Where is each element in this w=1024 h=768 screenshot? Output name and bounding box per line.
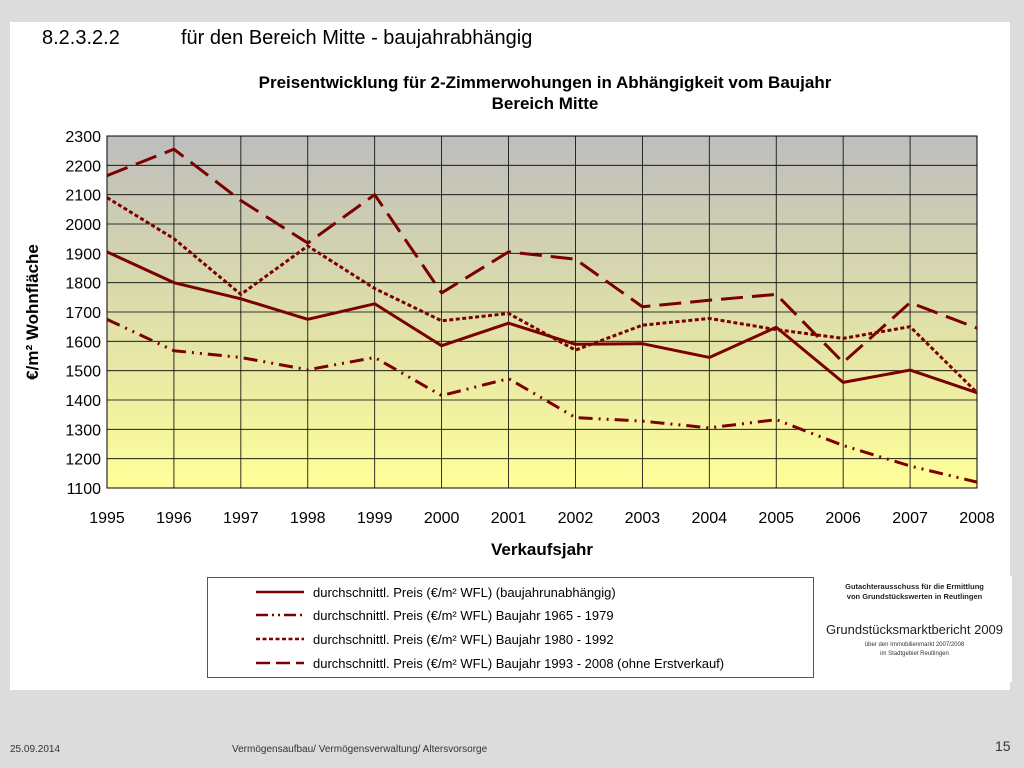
y-tick-label: 2100 <box>65 188 101 205</box>
chart-subtitle: Bereich Mitte <box>491 94 599 113</box>
x-tick-label: 1999 <box>357 510 393 527</box>
footer-text: Vermögensaufbau/ Vermögensverwaltung/ Al… <box>232 744 488 755</box>
y-tick-labels: 1100 1200 1300 1400 1500 1600 1700 1800 1900 2000… <box>65 129 101 498</box>
legend-swatch-longdash <box>256 661 304 665</box>
section-number: 8.2.3.2.2 <box>42 27 120 49</box>
section-title: für den Bereich Mitte - baujahrabhängig <box>181 27 533 49</box>
legend-label: durchschnittl. Preis (€/m² WFL) Baujahr … <box>313 608 614 623</box>
x-tick-label: 2007 <box>892 510 928 527</box>
series-line-3 <box>106 196 979 394</box>
legend-label: durchschnittl. Preis (€/m² WFL) (baujahr… <box>313 585 616 600</box>
x-tick-label: 1996 <box>156 510 192 527</box>
line-chart: 1100 1200 1300 1400 1500 1600 1700 1800 1900 2000… <box>23 129 995 559</box>
x-tick-label: 2001 <box>491 510 527 527</box>
x-tick-label: 2000 <box>424 510 460 527</box>
legend-swatch-dashdotdot <box>256 613 304 617</box>
y-tick-label: 1800 <box>65 276 101 293</box>
y-tick-label: 1600 <box>65 334 101 351</box>
legend-item-1980-1992: durchschnittl. Preis (€/m² WFL) Baujahr … <box>208 629 808 651</box>
y-tick-label: 1200 <box>65 452 101 469</box>
y-tick-label: 1900 <box>65 246 101 263</box>
logo-report-title: Grundstücksmarktbericht 2009 <box>825 622 1004 637</box>
page-number: 15 <box>995 738 1011 754</box>
legend-label: durchschnittl. Preis (€/m² WFL) Baujahr … <box>313 656 725 671</box>
legend-item-1965-1979: durchschnittl. Preis (€/m² WFL) Baujahr … <box>208 605 808 627</box>
chart-title: Preisentwicklung für 2-Zimmerwohungen in… <box>258 73 832 92</box>
logo-subtitle: über den Immobilienmarkt 2007/2008 im St… <box>864 642 965 657</box>
series-line-2 <box>106 317 978 484</box>
x-tick-label: 2008 <box>959 510 995 527</box>
x-tick-label: 2003 <box>625 510 661 527</box>
y-tick-label: 1700 <box>65 305 101 322</box>
x-tick-labels: 1995 1996 1997 1998 1999 2000 2001 2002 2003 2004… <box>89 510 995 527</box>
chart-legend: durchschnittl. Preis (€/m² WFL) (baujahr… <box>207 577 814 678</box>
y-tick-label: 2000 <box>65 217 101 234</box>
legend-item-baujahrunabhaengig: durchschnittl. Preis (€/m² WFL) (baujahr… <box>208 582 808 604</box>
series-lines <box>106 147 979 484</box>
footer-date: 25.09.2014 <box>10 744 61 755</box>
x-axis-label: Verkaufsjahr <box>491 540 593 559</box>
x-tick-label: 1998 <box>290 510 326 527</box>
y-tick-label: 2200 <box>65 158 101 175</box>
x-tick-label: 2004 <box>692 510 728 527</box>
legend-swatch-solid <box>256 590 304 594</box>
series-line-1 <box>106 250 978 395</box>
y-axis-label: €/m² Wohnfläche <box>23 244 42 380</box>
y-tick-label: 1500 <box>65 364 101 381</box>
y-tick-label: 1100 <box>67 481 102 498</box>
legend-item-1993-2008: durchschnittl. Preis (€/m² WFL) Baujahr … <box>208 653 808 675</box>
x-tick-label: 2005 <box>758 510 794 527</box>
y-tick-label: 2300 <box>65 129 101 146</box>
legend-swatch-dotted <box>256 637 304 641</box>
legend-label: durchschnittl. Preis (€/m² WFL) Baujahr … <box>313 632 614 647</box>
x-tick-label: 2006 <box>825 510 861 527</box>
y-tick-label: 1300 <box>65 422 101 439</box>
y-tick-label: 1400 <box>65 393 101 410</box>
grid-lines <box>106 135 978 489</box>
x-tick-label: 1997 <box>223 510 259 527</box>
x-tick-label: 1995 <box>89 510 125 527</box>
chart-title-block: Preisentwicklung für 2-Zimmerwohungen in… <box>180 72 910 114</box>
publisher-logo: Gutachterausschuss für die Ermittlung vo… <box>817 576 1012 682</box>
logo-org-name: Gutachterausschuss für die Ermittlung vo… <box>845 582 984 601</box>
x-tick-label: 2002 <box>558 510 594 527</box>
series-line-4 <box>106 147 978 364</box>
